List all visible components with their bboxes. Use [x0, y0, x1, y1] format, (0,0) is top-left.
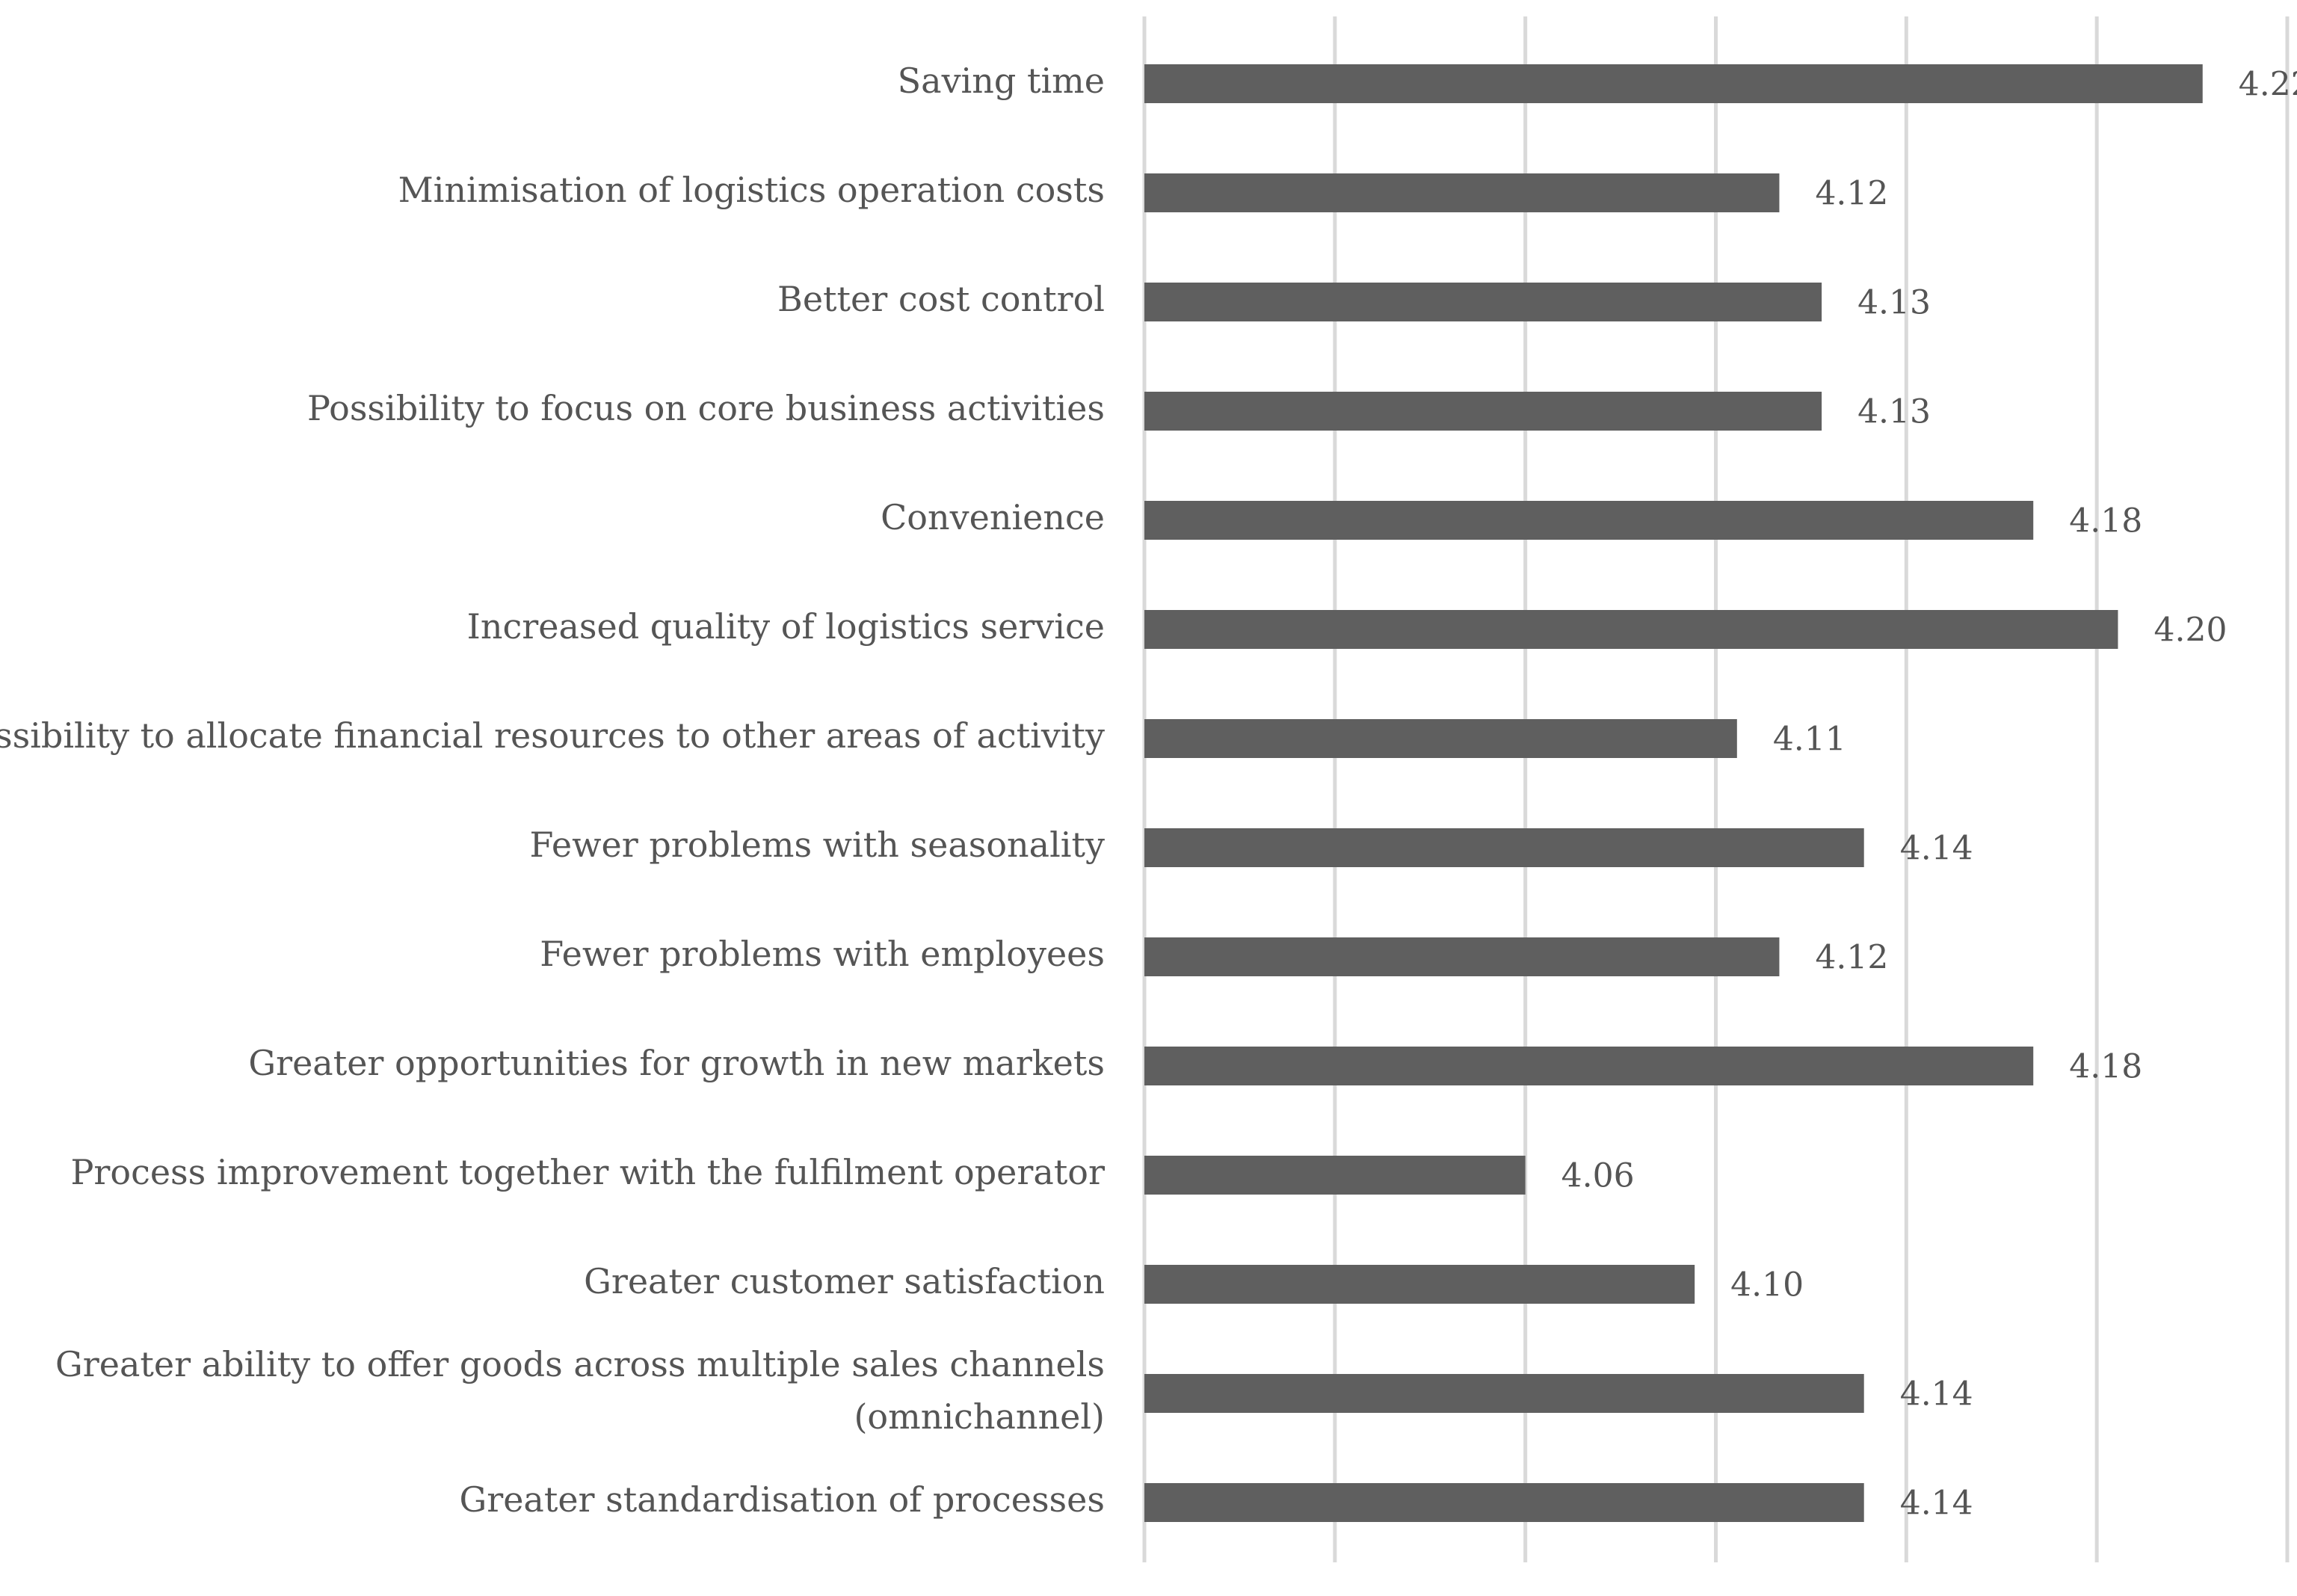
bar — [1144, 1156, 1526, 1195]
category-label: Possibility to allocate financial resour… — [0, 715, 1105, 756]
category-label: Fewer problems with employees — [540, 934, 1105, 974]
bar — [1144, 937, 1780, 976]
data-label: 4.18 — [2069, 502, 2142, 540]
data-label: 4.13 — [1857, 393, 1931, 431]
category-label: Greater ability to offer goods across mu… — [55, 1344, 1105, 1437]
data-label: 4.14 — [1900, 1375, 1973, 1414]
bar — [1144, 828, 1864, 867]
data-label: 4.14 — [1900, 830, 1973, 868]
category-label: Fewer problems with seasonality — [529, 825, 1105, 865]
category-label: Greater customer satisfaction — [584, 1261, 1105, 1301]
data-label: 4.06 — [1561, 1157, 1635, 1195]
data-label: 4.20 — [2153, 611, 2227, 650]
category-label: Minimisation of logistics operation cost… — [398, 170, 1105, 210]
data-label: 4.18 — [2069, 1048, 2142, 1086]
data-label: 4.11 — [1773, 721, 1846, 759]
bar — [1144, 64, 2203, 103]
category-label: Greater standardisation of processes — [459, 1479, 1105, 1520]
bar — [1144, 173, 1780, 212]
data-label: 4.12 — [1815, 175, 1888, 213]
bar — [1144, 1374, 1864, 1413]
gridlines — [1142, 16, 2290, 1562]
data-label: 4.22 — [2239, 66, 2297, 104]
category-label: Convenience — [881, 497, 1105, 537]
bars — [1144, 64, 2203, 1522]
category-label: Saving time — [898, 61, 1105, 101]
value-labels: 4.22 4.12 4.13 4.13 4.18 4.20 4.11 4.14 4.12 4.18… — [1561, 66, 2297, 1523]
data-label: 4.14 — [1900, 1485, 1973, 1523]
bar — [1144, 1047, 2034, 1085]
category-label: Better cost control — [777, 279, 1105, 319]
category-label: Process improvement together with the fu… — [70, 1152, 1105, 1192]
data-label: 4.13 — [1857, 284, 1931, 322]
bar — [1144, 392, 1822, 431]
bar — [1144, 1483, 1864, 1522]
category-label: Greater opportunities for growth in new … — [248, 1043, 1105, 1083]
category-label: Possibility to focus on core business ac… — [307, 388, 1105, 428]
bar — [1144, 610, 2118, 649]
data-label: 4.12 — [1815, 939, 1888, 977]
category-labels: Saving time Minimisation of logistics ope… — [0, 61, 1105, 1520]
category-label: Increased quality of logistics service — [467, 606, 1105, 647]
bar — [1144, 719, 1737, 758]
bar — [1144, 501, 2034, 540]
bar — [1144, 1265, 1695, 1304]
data-label: 4.10 — [1730, 1266, 1804, 1304]
bar — [1144, 283, 1822, 321]
